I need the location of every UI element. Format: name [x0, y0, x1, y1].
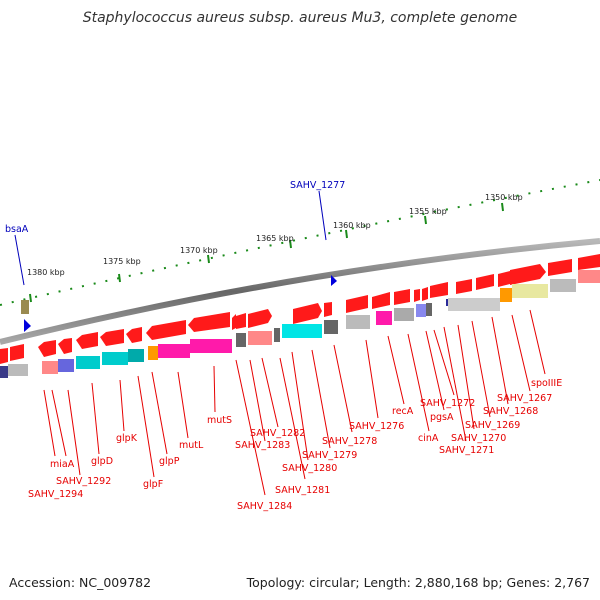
gene-arrow[interactable]: [232, 314, 236, 330]
tick-label-1350: 1350 kbp: [485, 193, 523, 202]
gene-arrow[interactable]: [236, 313, 246, 329]
gene-arrow[interactable]: [146, 320, 186, 340]
accession-label: Accession: NC_009782: [9, 575, 152, 590]
gene-arrow[interactable]: [100, 329, 124, 346]
gene-label-SAHV_1271[interactable]: SAHV_1271: [439, 445, 494, 456]
gene-arrow[interactable]: [394, 289, 410, 305]
gene-arrow[interactable]: [324, 302, 332, 317]
gene-label-SAHV_1281[interactable]: SAHV_1281: [275, 485, 330, 496]
marker-line-1277: [318, 190, 327, 241]
marker-label-bsaA[interactable]: bsaA: [5, 224, 29, 235]
gene-arrow[interactable]: [498, 271, 510, 287]
marker-line-bsaA: [14, 234, 25, 286]
gene-label-glpD[interactable]: glpD: [91, 456, 113, 467]
gene-arrow[interactable]: [38, 340, 56, 357]
gene-label-recA[interactable]: recA: [392, 406, 414, 417]
gene-arrow[interactable]: [126, 327, 142, 343]
gene-row-lower: [0, 312, 236, 364]
tick-label-1370: 1370 kbp: [180, 246, 218, 255]
gene-arrow[interactable]: [188, 312, 230, 332]
gene-arrow[interactable]: [422, 287, 428, 301]
marker-block-bsaA: [21, 300, 29, 314]
genome-summary: Topology: circular; Length: 2,880,168 bp…: [246, 575, 590, 590]
gene-arrow[interactable]: [414, 289, 420, 302]
annotation-bands: [0, 270, 600, 378]
gene-label-miaA[interactable]: miaA: [50, 459, 75, 470]
gene-label-mutL[interactable]: mutL: [179, 440, 204, 451]
gene-arrow[interactable]: [293, 303, 322, 324]
tick-label-1365: 1365 kbp: [256, 234, 294, 243]
gene-arrow[interactable]: [578, 254, 600, 270]
tick-label-1380: 1380 kbp: [27, 268, 65, 277]
gene-label-cinA[interactable]: cinA: [418, 433, 439, 444]
gene-label-SAHV_1284[interactable]: SAHV_1284: [237, 501, 292, 512]
gene-label-SAHV_1282[interactable]: SAHV_1282: [250, 428, 305, 439]
gene-arrow[interactable]: [372, 292, 390, 309]
marker-arrow-bsaA[interactable]: [24, 319, 31, 332]
gene-label-spoIIIE[interactable]: spoIIIE: [531, 378, 562, 389]
gene-label-SAHV_1270[interactable]: SAHV_1270: [451, 433, 506, 444]
gene-label-SAHV_1272[interactable]: SAHV_1272: [420, 398, 475, 409]
gene-label-SAHV_1280[interactable]: SAHV_1280: [282, 463, 337, 474]
gene-arrow[interactable]: [248, 309, 272, 328]
marker-arrow-1277[interactable]: [331, 275, 337, 286]
gene-arrow[interactable]: [456, 279, 472, 294]
tick-label-1355: 1355 kbp: [409, 207, 447, 216]
gene-label-SAHV_1294[interactable]: SAHV_1294: [28, 489, 83, 500]
gene-label-SAHV_1268[interactable]: SAHV_1268: [483, 406, 538, 417]
gene-label-glpK[interactable]: glpK: [116, 433, 138, 444]
gene-arrow[interactable]: [58, 338, 72, 354]
genome-backbone: [0, 238, 600, 345]
gene-arrow[interactable]: [548, 259, 572, 276]
gene-arrow[interactable]: [0, 348, 8, 364]
gene-label-glpP[interactable]: glpP: [159, 456, 180, 467]
gene-label-SAHV_1276[interactable]: SAHV_1276: [349, 421, 404, 432]
gene-arrow[interactable]: [76, 332, 98, 349]
gene-row-upper: [236, 254, 600, 329]
gene-label-SAHV_1292[interactable]: SAHV_1292: [56, 476, 111, 487]
gene-arrow[interactable]: [476, 274, 494, 290]
gene-label-SAHV_1278[interactable]: SAHV_1278: [322, 436, 377, 447]
gene-label-SAHV_1267[interactable]: SAHV_1267: [497, 393, 552, 404]
gene-labels: miaA SAHV_1292 SAHV_1294 glpD glpK glpF …: [28, 378, 562, 512]
gene-label-mutS[interactable]: mutS: [207, 415, 232, 426]
gene-label-SAHV_1279[interactable]: SAHV_1279: [302, 450, 357, 461]
gene-label-pgsA[interactable]: pgsA: [430, 412, 454, 423]
gene-label-glpF[interactable]: glpF: [143, 479, 163, 490]
gene-arrow[interactable]: [430, 282, 448, 298]
tick-label-1360: 1360 kbp: [333, 221, 371, 230]
gene-leader-lines: [43, 309, 546, 496]
gene-arrow[interactable]: [346, 295, 368, 313]
gene-arrow[interactable]: [10, 344, 24, 361]
genome-title: Staphylococcus aureus subsp. aureus Mu3,…: [82, 10, 518, 26]
marker-label-1277[interactable]: SAHV_1277: [290, 180, 345, 191]
gene-label-SAHV_1269[interactable]: SAHV_1269: [465, 420, 520, 431]
gene-label-SAHV_1283[interactable]: SAHV_1283: [235, 440, 290, 451]
tick-label-1375: 1375 kbp: [103, 257, 141, 266]
gene-arrow[interactable]: [510, 264, 546, 285]
scale-major-ticks: [29, 202, 504, 303]
